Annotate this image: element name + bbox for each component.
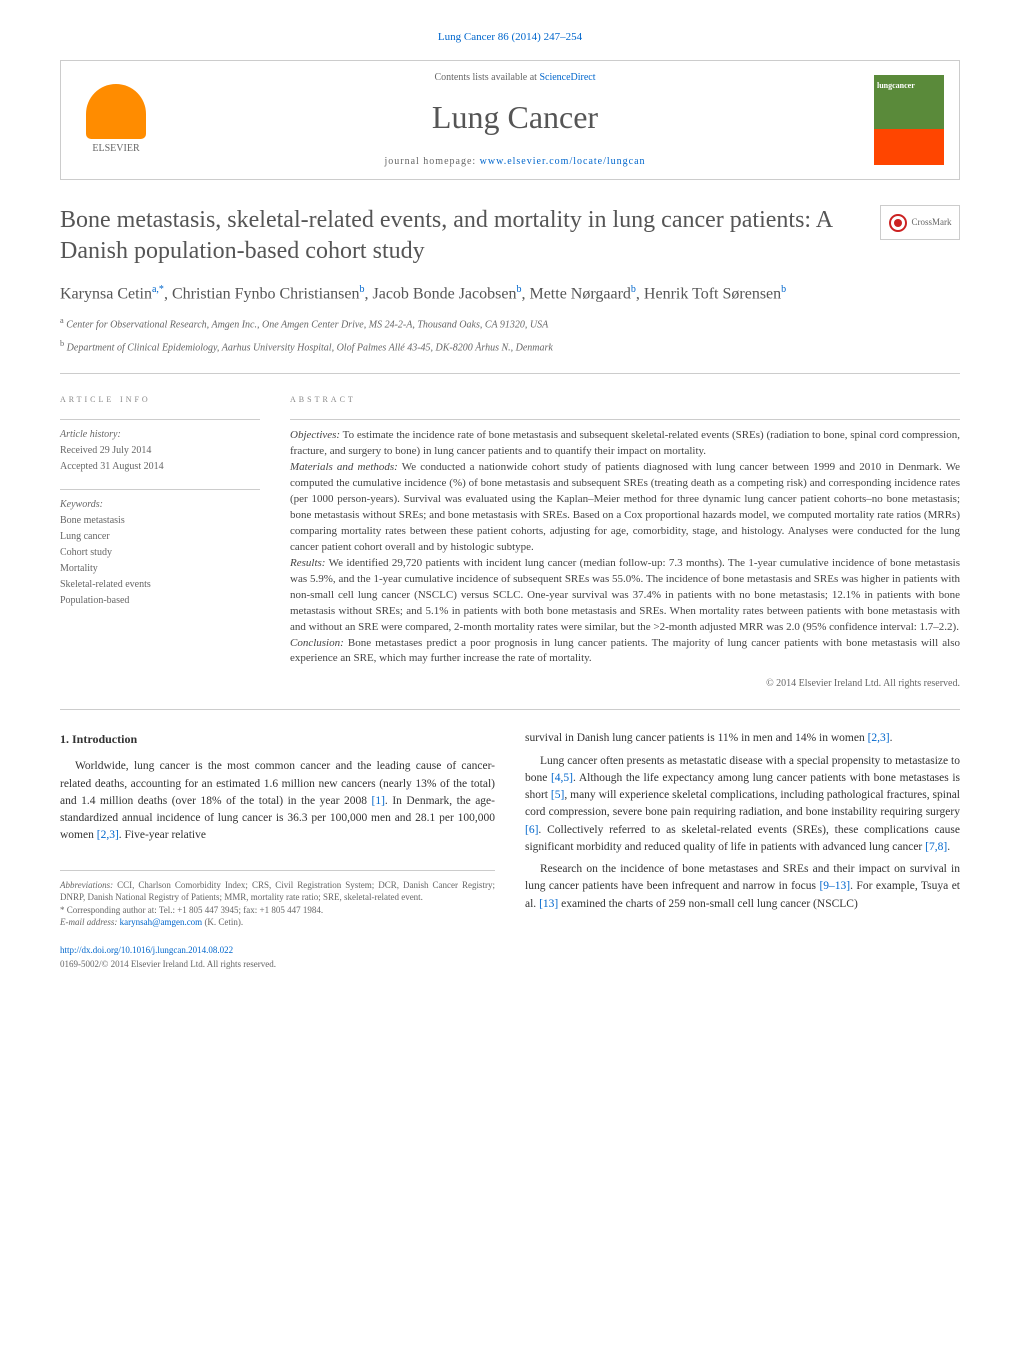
abstract-text: Objectives: To estimate the incidence ra… [290, 419, 960, 667]
accepted-date: Accepted 31 August 2014 [60, 460, 260, 474]
intro-paragraph-3: Lung cancer often presents as metastatic… [525, 753, 960, 857]
corr-label: * Corresponding author at: [60, 905, 159, 915]
contents-prefix: Contents lists available at [434, 72, 539, 83]
introduction-heading: 1. Introduction [60, 730, 495, 748]
abstract-panel: ABSTRACT Objectives: To estimate the inc… [290, 392, 960, 691]
body-column-right: survival in Danish lung cancer patients … [525, 730, 960, 971]
abstract-copyright: © 2014 Elsevier Ireland Ltd. All rights … [290, 677, 960, 691]
email-footnote: E-mail address: karynsah@amgen.com (K. C… [60, 916, 495, 929]
article-history-block: Article history: Received 29 July 2014 A… [60, 419, 260, 474]
methods-label: Materials and methods: [290, 461, 398, 473]
results-label: Results: [290, 557, 325, 569]
body-column-left: 1. Introduction Worldwide, lung cancer i… [60, 730, 495, 971]
keyword: Bone metastasis [60, 514, 260, 528]
conclusion-label: Conclusion: [290, 637, 344, 649]
keyword: Skeletal-related events [60, 578, 260, 592]
doi-link[interactable]: http://dx.doi.org/10.1016/j.lungcan.2014… [60, 945, 233, 955]
abbreviations-footnote: Abbreviations: CCI, Charlson Comorbidity… [60, 879, 495, 904]
info-abstract-row: ARTICLE INFO Article history: Received 2… [60, 392, 960, 691]
keyword: Lung cancer [60, 530, 260, 544]
journal-citation-link[interactable]: Lung Cancer 86 (2014) 247–254 [438, 31, 582, 43]
homepage-link[interactable]: www.elsevier.com/locate/lungcan [480, 156, 646, 167]
email-label: E-mail address: [60, 917, 120, 927]
methods-text: We conducted a nationwide cohort study o… [290, 461, 960, 553]
affiliation-b: b Department of Clinical Epidemiology, A… [60, 338, 960, 355]
divider [60, 373, 960, 374]
journal-cover-thumbnail[interactable]: lungcancer [874, 75, 944, 165]
journal-citation: Lung Cancer 86 (2014) 247–254 [60, 30, 960, 45]
keyword: Mortality [60, 562, 260, 576]
objectives-label: Objectives: [290, 429, 340, 441]
conclusion-text: Bone metastases predict a poor prognosis… [290, 637, 960, 665]
affiliation-b-text: Department of Clinical Epidemiology, Aar… [67, 342, 553, 353]
objectives-text: To estimate the incidence rate of bone m… [290, 429, 960, 457]
abbrev-text: CCI, Charlson Comorbidity Index; CRS, Ci… [60, 880, 495, 903]
crossmark-icon [889, 214, 907, 232]
article-info-panel: ARTICLE INFO Article history: Received 2… [60, 392, 260, 691]
authors-list: Karynsa Cetina,*, Christian Fynbo Christ… [60, 283, 960, 306]
body-columns: 1. Introduction Worldwide, lung cancer i… [60, 730, 960, 971]
homepage-prefix: journal homepage: [384, 156, 479, 167]
affiliation-a-text: Center for Observational Research, Amgen… [66, 320, 548, 331]
issn-copyright: 0169-5002/© 2014 Elsevier Ireland Ltd. A… [60, 959, 276, 969]
homepage-line: journal homepage: www.elsevier.com/locat… [156, 155, 874, 169]
abbrev-label: Abbreviations: [60, 880, 113, 890]
affiliations: a Center for Observational Research, Amg… [60, 315, 960, 355]
intro-paragraph-1: Worldwide, lung cancer is the most commo… [60, 758, 495, 844]
intro-paragraph-2: survival in Danish lung cancer patients … [525, 730, 960, 747]
keyword: Cohort study [60, 546, 260, 560]
crossmark-label: CrossMark [912, 216, 952, 229]
crossmark-badge[interactable]: CrossMark [880, 205, 960, 240]
journal-header-box: ELSEVIER Contents lists available at Sci… [60, 60, 960, 180]
intro-paragraph-4: Research on the incidence of bone metast… [525, 861, 960, 913]
keywords-block: Keywords: Bone metastasis Lung cancer Co… [60, 489, 260, 608]
article-title: Bone metastasis, skeletal-related events… [60, 205, 860, 267]
affiliation-a: a Center for Observational Research, Amg… [60, 315, 960, 332]
divider [60, 709, 960, 710]
elsevier-label: ELSEVIER [92, 142, 139, 156]
corr-text: Tel.: +1 805 447 3945; fax: +1 805 447 1… [159, 905, 323, 915]
history-label: Article history: [60, 428, 260, 442]
footnotes: Abbreviations: CCI, Charlson Comorbidity… [60, 870, 495, 929]
title-row: Bone metastasis, skeletal-related events… [60, 205, 960, 267]
email-link[interactable]: karynsah@amgen.com [120, 917, 203, 927]
footer: http://dx.doi.org/10.1016/j.lungcan.2014… [60, 944, 495, 971]
sciencedirect-link[interactable]: ScienceDirect [539, 72, 595, 83]
contents-line: Contents lists available at ScienceDirec… [156, 71, 874, 85]
received-date: Received 29 July 2014 [60, 444, 260, 458]
keyword: Population-based [60, 594, 260, 608]
header-center: Contents lists available at ScienceDirec… [156, 71, 874, 169]
article-info-heading: ARTICLE INFO [60, 392, 260, 407]
abstract-heading: ABSTRACT [290, 392, 960, 407]
cover-label: lungcancer [877, 80, 915, 91]
keywords-label: Keywords: [60, 498, 260, 512]
elsevier-logo[interactable]: ELSEVIER [76, 80, 156, 160]
results-text: We identified 29,720 patients with incid… [290, 557, 960, 633]
corresponding-author-footnote: * Corresponding author at: Tel.: +1 805 … [60, 904, 495, 917]
email-suffix: (K. Cetin). [202, 917, 243, 927]
journal-name: Lung Cancer [156, 95, 874, 140]
elsevier-tree-icon [86, 84, 146, 139]
